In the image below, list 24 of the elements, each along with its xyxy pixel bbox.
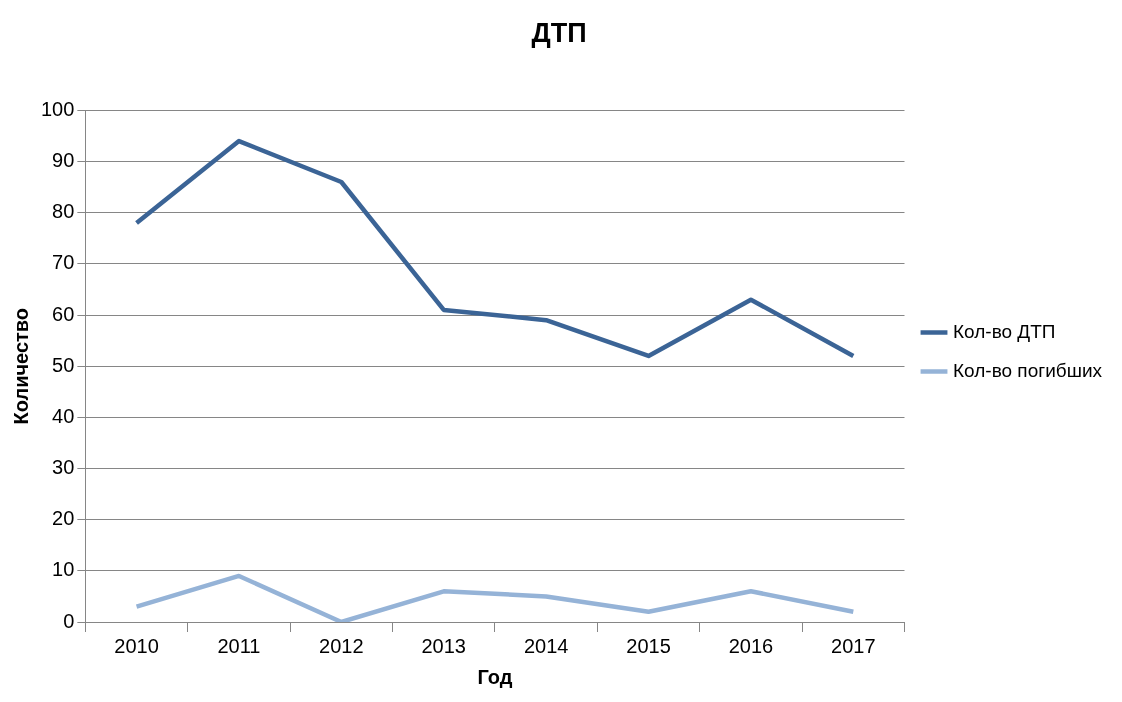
y-tick-label: 10: [52, 558, 75, 581]
y-tick-label: 60: [52, 302, 75, 325]
y-axis-title: Количество: [9, 307, 32, 425]
x-tick-label: 2013: [421, 634, 466, 657]
x-tick-label: 2014: [523, 634, 569, 657]
x-tick-label: 2016: [728, 634, 774, 657]
y-tick-label: 90: [52, 149, 75, 172]
y-tick-label: 80: [52, 200, 75, 223]
y-tick-label: 20: [52, 507, 75, 530]
x-tick-label: 2010: [114, 634, 159, 657]
y-tick-label: 70: [52, 251, 75, 274]
y-tick-label: 100: [40, 97, 75, 120]
x-tick-label: 2011: [217, 634, 261, 657]
x-tick-label: 2017: [831, 634, 876, 657]
x-tick-label: 2012: [319, 634, 364, 657]
x-tick-label: 2015: [626, 634, 671, 657]
y-tick-label: 0: [63, 609, 75, 632]
y-tick-label: 30: [52, 456, 75, 479]
y-tick-label: 40: [52, 404, 75, 427]
chart-title: ДТП: [531, 17, 587, 48]
legend-label: Кол-во погибших: [953, 359, 1103, 381]
legend-label: Кол-во ДТП: [953, 320, 1056, 342]
y-tick-label: 50: [52, 353, 75, 376]
x-axis-title: Год: [477, 665, 513, 688]
